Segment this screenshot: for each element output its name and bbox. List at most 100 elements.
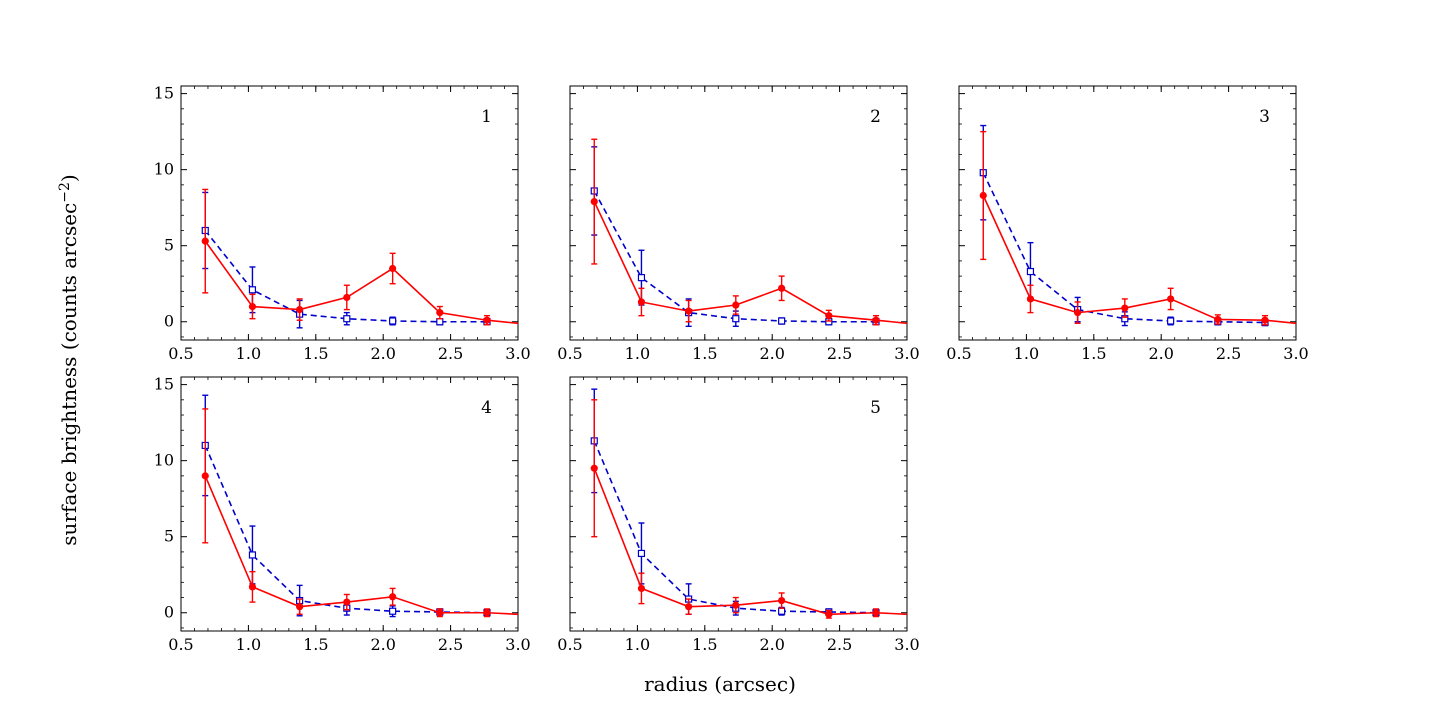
data-point-red	[343, 598, 351, 606]
series-blue	[979, 124, 1269, 327]
panel-frame	[958, 85, 1297, 341]
y-tick-label: 10	[154, 160, 174, 179]
data-point-red	[732, 301, 740, 309]
x-tick-label: 3.0	[894, 344, 919, 363]
data-point-blue	[637, 549, 646, 558]
data-point-blue	[637, 274, 646, 282]
panel-number-label: 5	[870, 398, 881, 418]
panel-frame	[180, 376, 519, 632]
x-tick-label: 3.0	[894, 635, 919, 654]
data-point-blue	[732, 315, 740, 323]
panel-number-label: 4	[481, 398, 492, 418]
data-point-red	[1121, 304, 1129, 312]
x-tick-label: 1.5	[303, 635, 328, 654]
data-point-red	[201, 237, 209, 245]
x-tick-label: 2.5	[827, 635, 852, 654]
data-point-blue	[1026, 267, 1035, 276]
series-blue	[201, 394, 491, 618]
data-point-red	[825, 312, 833, 320]
series-red	[201, 408, 518, 618]
panel-2: 0.5 1.0 1.5 2.0 2.5 3.0 2	[557, 85, 920, 363]
y-tick-label: 15	[154, 375, 174, 394]
x-tick-label: 2.5	[438, 635, 463, 654]
data-point-blue	[778, 607, 786, 615]
data-point-red	[637, 298, 646, 306]
series-line-red	[593, 201, 907, 325]
y-tick-label: 10	[154, 451, 174, 470]
panel-number-label: 1	[481, 107, 492, 127]
data-point-blue	[389, 607, 397, 615]
y-tick-label: 0	[164, 312, 174, 331]
x-tick-label: 1.0	[625, 344, 650, 363]
x-tick-label: 2.5	[1216, 344, 1241, 363]
x-tick-label: 1.5	[692, 635, 717, 654]
x-tick-label: 1.0	[236, 635, 261, 654]
series-line-red	[204, 475, 518, 616]
x-tick-label: 2.0	[759, 635, 784, 654]
data-point-red	[483, 609, 491, 617]
y-axis-title-main: surface brightness (counts arcsec	[57, 203, 81, 546]
panels: 0.5 1.0 1.5 2.0 2.5 3.0 0 5 10 15 1 0.5 1.0 1.5 2.0 2.5…	[154, 84, 1309, 654]
panel-4: 0.5 1.0 1.5 2.0 2.5 3.0 0 5 10 15 4	[154, 375, 531, 654]
panel-frame	[569, 85, 908, 341]
data-point-blue	[778, 317, 786, 325]
data-point-red	[483, 316, 491, 324]
x-tick-label: 1.0	[625, 635, 650, 654]
data-point-red	[778, 596, 786, 605]
x-tick-label: 2.0	[759, 344, 784, 363]
series-line-red	[982, 195, 1296, 325]
panel-3: 0.5 1.0 1.5 2.0 2.5 3.0 3	[946, 85, 1309, 363]
x-tick-label: 0.5	[168, 635, 193, 654]
series-red	[590, 138, 907, 326]
data-point-blue	[343, 315, 351, 323]
data-point-red	[436, 309, 444, 317]
x-tick-label: 0.5	[557, 344, 582, 363]
panel-5: 0.5 1.0 1.5 2.0 2.5 3.0 5	[557, 376, 920, 654]
x-tick-label: 3.0	[1283, 344, 1308, 363]
data-point-red	[1026, 295, 1035, 303]
x-tick-label: 2.5	[438, 344, 463, 363]
x-tick-label: 2.0	[370, 344, 395, 363]
x-tick-label: 1.0	[1014, 344, 1039, 363]
data-point-red	[778, 284, 786, 292]
x-tick-label: 0.5	[168, 344, 193, 363]
data-point-red	[296, 305, 304, 314]
series-red	[590, 399, 907, 619]
x-axis-title: radius (arcsec)	[644, 672, 796, 696]
data-point-red	[872, 316, 880, 324]
y-tick-label: 5	[164, 527, 174, 546]
data-point-red	[248, 583, 257, 591]
data-point-red	[436, 609, 444, 617]
data-point-red	[248, 302, 257, 311]
panel-1: 0.5 1.0 1.5 2.0 2.5 3.0 0 5 10 15 1	[154, 84, 531, 363]
data-point-blue	[389, 317, 397, 325]
x-tick-label: 1.0	[236, 344, 261, 363]
data-point-blue	[1167, 317, 1175, 325]
data-point-red	[872, 609, 880, 617]
data-point-blue	[248, 551, 257, 559]
data-point-blue	[436, 318, 444, 326]
data-point-red	[1261, 316, 1269, 324]
data-point-red	[389, 593, 397, 601]
y-tick-label: 15	[154, 84, 174, 103]
data-point-red	[1214, 315, 1222, 324]
data-point-red	[685, 603, 693, 611]
series-line-red	[204, 240, 518, 325]
x-tick-label: 0.5	[557, 635, 582, 654]
x-tick-label: 0.5	[946, 344, 971, 363]
x-tick-label: 1.5	[1081, 344, 1106, 363]
panel-number-label: 2	[870, 107, 881, 127]
series-line-blue	[593, 440, 877, 614]
data-point-red	[1074, 309, 1082, 317]
x-tick-label: 2.5	[827, 344, 852, 363]
panel-frame	[569, 376, 908, 632]
y-axis-title-close: )	[57, 174, 81, 182]
x-tick-label: 2.0	[370, 635, 395, 654]
data-point-red	[590, 464, 598, 472]
series-line-blue	[204, 445, 488, 614]
data-point-red	[296, 603, 304, 611]
series-line-red	[593, 467, 907, 616]
data-point-red	[201, 472, 209, 480]
data-point-red	[732, 601, 740, 609]
